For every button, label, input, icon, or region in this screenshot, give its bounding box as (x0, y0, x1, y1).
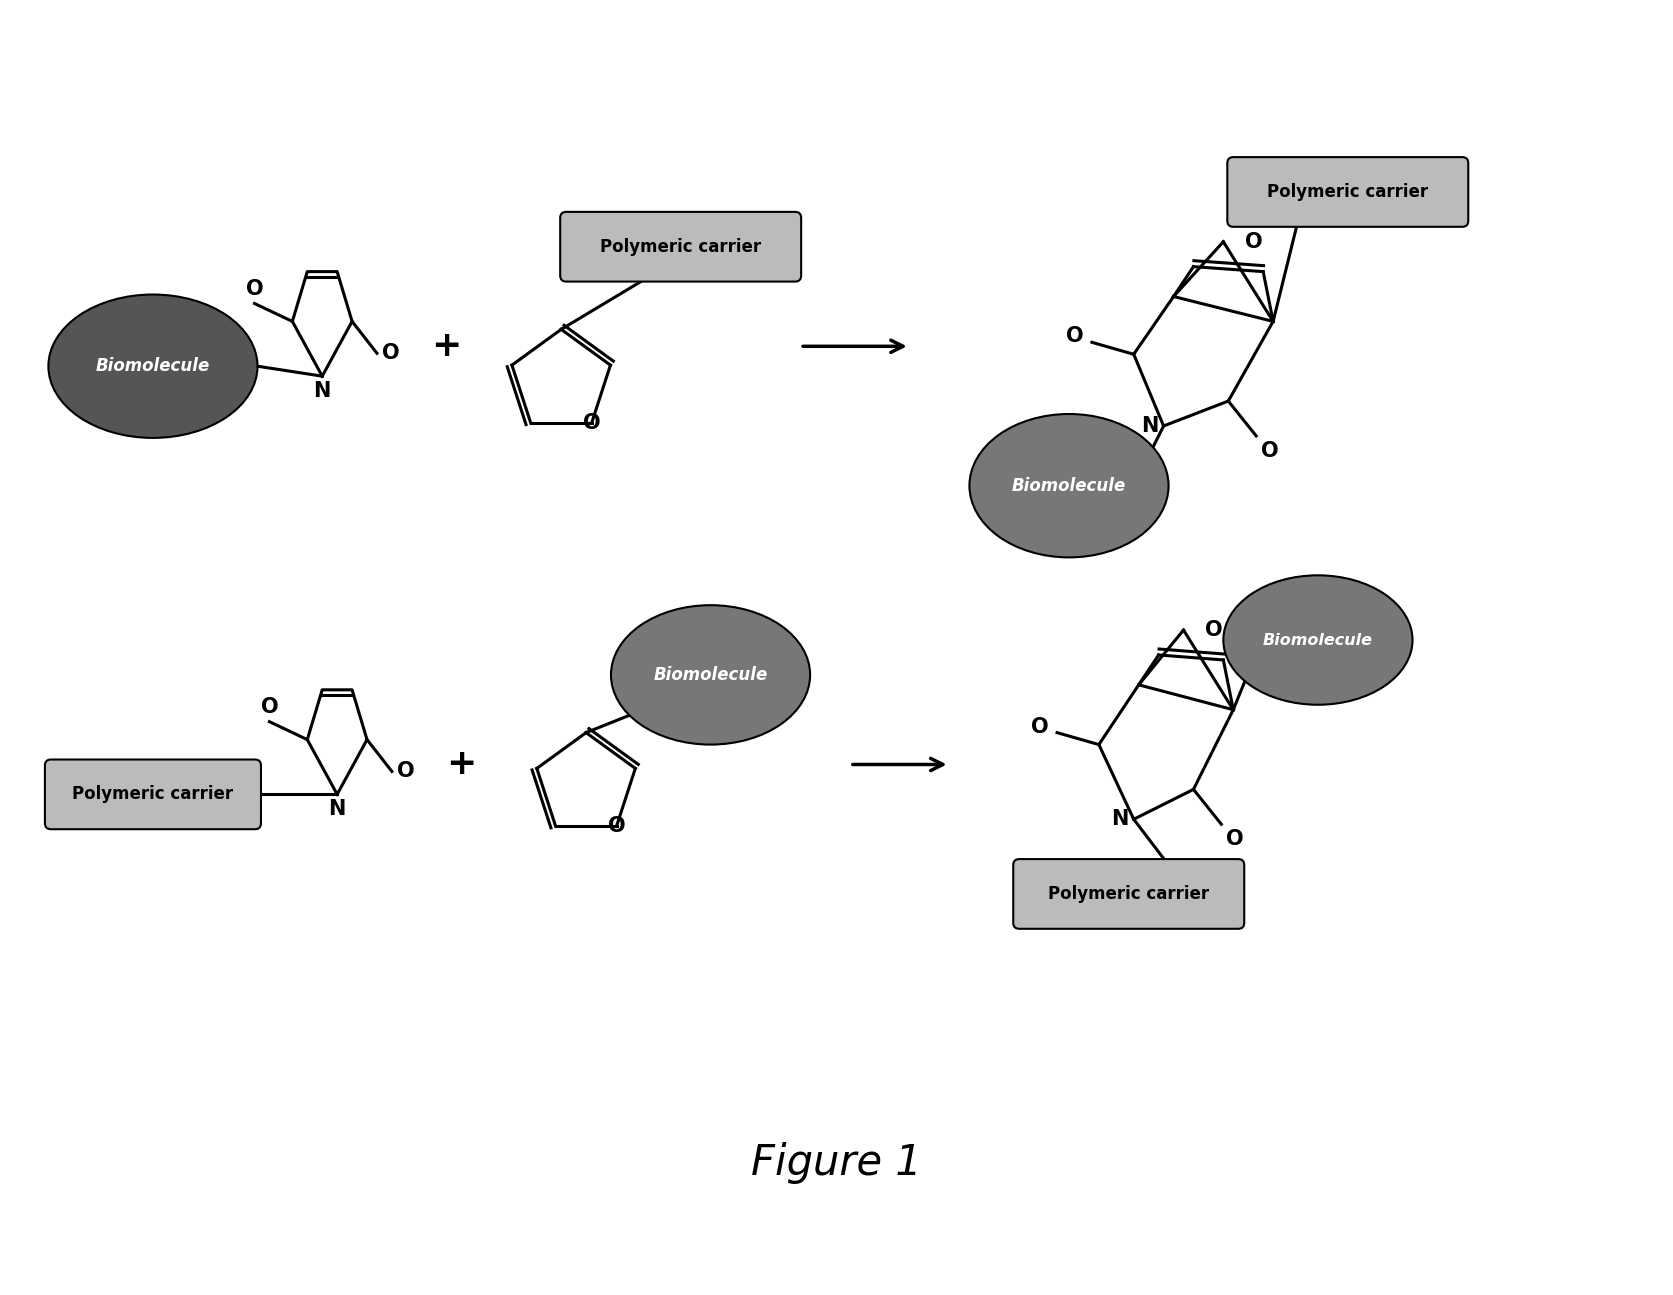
FancyBboxPatch shape (1228, 157, 1469, 227)
Text: O: O (582, 413, 601, 433)
Text: O: O (607, 816, 626, 837)
Ellipse shape (49, 294, 258, 438)
Text: O: O (1261, 440, 1278, 461)
Text: Polymeric carrier: Polymeric carrier (1266, 183, 1429, 201)
Text: N: N (313, 381, 331, 401)
Text: O: O (1032, 716, 1049, 737)
Text: O: O (1066, 326, 1084, 346)
Ellipse shape (969, 414, 1168, 557)
Text: Biomolecule: Biomolecule (95, 357, 211, 376)
Text: O: O (397, 761, 415, 781)
Ellipse shape (1223, 575, 1412, 704)
FancyBboxPatch shape (560, 212, 801, 281)
Text: +: + (432, 329, 462, 364)
Text: O: O (246, 278, 263, 299)
Text: Biomolecule: Biomolecule (1263, 632, 1374, 648)
Text: Polymeric carrier: Polymeric carrier (1049, 884, 1210, 903)
Text: O: O (1206, 620, 1223, 640)
Text: O: O (381, 343, 400, 364)
Text: Polymeric carrier: Polymeric carrier (72, 785, 234, 803)
Text: N: N (1141, 416, 1159, 436)
Text: +: + (447, 747, 477, 781)
Text: O: O (261, 697, 278, 716)
Text: Figure 1: Figure 1 (751, 1142, 922, 1184)
FancyBboxPatch shape (1014, 859, 1245, 929)
Text: N: N (328, 799, 346, 820)
Text: Biomolecule: Biomolecule (654, 666, 768, 684)
Text: Polymeric carrier: Polymeric carrier (601, 238, 761, 255)
Text: O: O (1245, 232, 1263, 251)
FancyBboxPatch shape (45, 759, 261, 829)
Ellipse shape (611, 605, 810, 745)
Text: O: O (1226, 829, 1245, 850)
Text: Biomolecule: Biomolecule (1012, 477, 1126, 495)
Text: N: N (1111, 809, 1129, 829)
